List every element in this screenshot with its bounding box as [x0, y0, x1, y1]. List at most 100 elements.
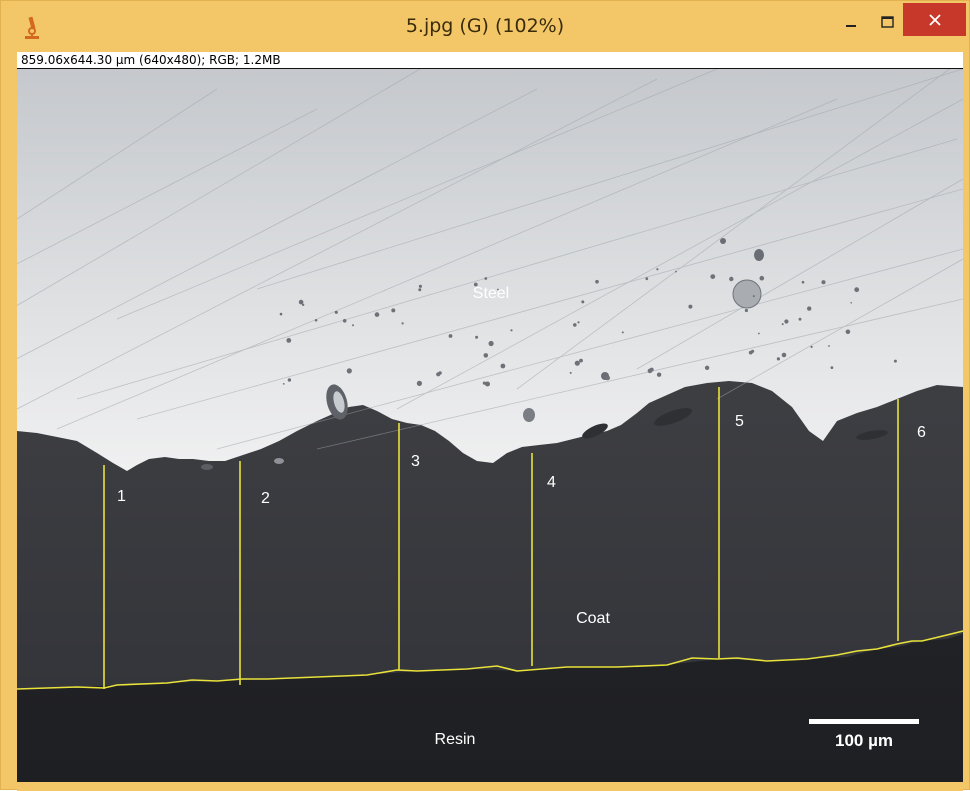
pit-dot — [436, 372, 441, 377]
pit-dot — [484, 277, 488, 280]
pit-dot — [483, 353, 489, 358]
pit-dot — [828, 345, 830, 347]
pit-dot — [488, 340, 494, 347]
pit-dot — [473, 282, 478, 287]
pit-dot — [784, 319, 789, 324]
pit-dot — [710, 274, 716, 279]
pit-dot — [401, 322, 404, 325]
pit-dot — [314, 319, 318, 322]
close-icon — [928, 13, 941, 26]
pit-dot — [282, 383, 285, 385]
measurement-lines: 1 2 3 4 5 6 — [103, 387, 926, 689]
maximize-icon — [881, 16, 894, 28]
pit-dot — [759, 275, 765, 281]
pit-dot — [810, 345, 813, 348]
pit-dot — [748, 350, 753, 355]
region-label-resin: Resin — [435, 731, 476, 748]
pit-dot — [656, 268, 659, 271]
pit-dot — [573, 323, 577, 327]
scratch-line — [256, 69, 963, 290]
pit-dot — [645, 277, 649, 281]
scratch-line — [716, 258, 963, 400]
close-button[interactable] — [903, 3, 966, 36]
pit-dot — [342, 319, 347, 323]
pit-dot — [569, 371, 572, 374]
measurement-label-6: 6 — [917, 424, 926, 441]
pit-dot — [605, 375, 610, 381]
measurement-label-4: 4 — [547, 474, 556, 491]
pit-dot — [845, 329, 851, 335]
scratch-line — [56, 98, 838, 430]
image-canvas[interactable]: 1 2 3 4 5 6 Steel Coat Resin 100 µm — [17, 69, 963, 782]
window-frame-bottom — [17, 782, 963, 791]
pit-dot — [346, 368, 352, 374]
pit-dot — [485, 381, 490, 387]
measurement-label-2: 2 — [261, 490, 270, 507]
region-label-coat: Coat — [576, 610, 610, 627]
pit-dot — [510, 329, 513, 332]
maximize-button[interactable] — [873, 8, 903, 38]
window-title: 5.jpg (G) (102%) — [405, 15, 565, 37]
scratch-line — [17, 88, 218, 220]
pit-dot — [893, 359, 897, 363]
pit-dot — [418, 284, 422, 288]
scratch-line — [516, 69, 951, 390]
pit-dot — [807, 306, 812, 311]
scratch-line — [316, 298, 963, 450]
pit-dot — [801, 280, 805, 284]
pit-dot — [279, 312, 283, 316]
pit-dot — [758, 332, 760, 335]
pit-dot — [418, 288, 422, 292]
measurement-label-1: 1 — [117, 488, 126, 505]
measurement-label-5: 5 — [735, 413, 744, 430]
scratch-line — [17, 88, 538, 360]
pit-dot — [752, 295, 755, 298]
pit-dot — [704, 365, 710, 370]
pit-dot — [374, 312, 380, 317]
pit-dot — [781, 352, 787, 358]
pit-dot — [744, 308, 749, 313]
pit-dot — [688, 304, 693, 309]
pit-dot — [781, 323, 784, 326]
pit-dot — [776, 357, 781, 361]
pit-dot — [579, 358, 583, 363]
steel-scratches — [17, 69, 963, 450]
measurement-label-3: 3 — [411, 453, 420, 470]
pit-dot — [581, 300, 585, 304]
region-label-steel: Steel — [473, 285, 509, 302]
pit-dot — [729, 276, 734, 282]
pit-dot — [854, 287, 860, 293]
pit-dot — [286, 338, 292, 343]
scratch-line — [116, 69, 718, 320]
scratch-line — [17, 108, 318, 265]
scratch-line — [136, 188, 963, 420]
pit-dot — [850, 302, 852, 304]
scratch-line — [396, 98, 963, 410]
pit-dot — [497, 288, 499, 291]
scale-bar-line — [809, 719, 919, 724]
pit-dot — [621, 331, 624, 334]
pit-dot — [391, 308, 396, 313]
pit-dot — [577, 321, 580, 324]
pit-dot — [298, 299, 304, 305]
scratch-line — [17, 78, 658, 410]
pit-dot — [798, 317, 802, 321]
interface-line — [17, 630, 963, 690]
pit-dot — [448, 334, 453, 338]
steel-pits — [279, 268, 897, 387]
pit-dot — [500, 363, 506, 369]
microscope-icon — [17, 13, 47, 43]
pit-dot — [574, 360, 580, 366]
pit-dot — [334, 310, 338, 314]
pit-dot — [647, 368, 653, 374]
scratch-line — [17, 69, 421, 306]
steel-region — [17, 69, 963, 471]
pit-dot — [675, 270, 677, 273]
title-bar[interactable]: 5.jpg (G) (102%) — [1, 1, 969, 51]
pit-dot — [416, 380, 422, 386]
pit-dot — [830, 366, 834, 369]
pit-dot — [475, 335, 479, 339]
pit-dot — [352, 324, 354, 327]
minimize-button[interactable] — [829, 8, 873, 38]
